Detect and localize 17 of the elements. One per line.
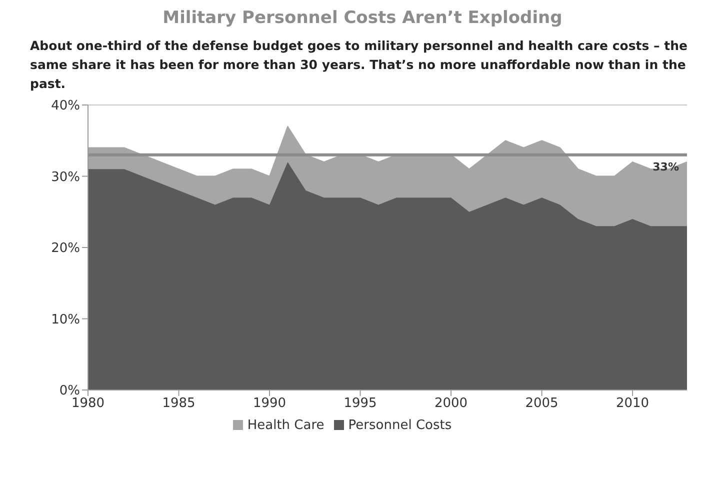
y-tick-label: 10% (51, 312, 80, 328)
y-tick-label: 30% (51, 170, 80, 185)
x-tick-label: 1985 (162, 396, 196, 412)
x-tick-label: 2005 (525, 396, 558, 412)
chart-subtitle: About one-third of the defense budget goes to military personnel and health care costs – the same share it has been for more than 30 years. That’s no more unaffordable now than in the past. (30, 37, 689, 93)
legend-label: Health Care (247, 418, 324, 433)
x-tick-label: 2000 (434, 396, 468, 412)
y-tick-label: 40% (51, 98, 80, 114)
ref-line-label: 33% (652, 160, 679, 174)
x-tick-label: 1995 (344, 396, 377, 412)
y-tick-label: 20% (51, 241, 80, 256)
y-tick-label: 0% (59, 384, 80, 399)
x-tick-label: 1990 (252, 396, 286, 412)
x-tick-label: 1980 (71, 396, 105, 412)
chart-title: Military Personnel Costs Aren’t Exploding (162, 8, 564, 28)
x-tick-label: 2010 (616, 396, 650, 412)
legend-label: Personnel Costs (348, 418, 452, 433)
